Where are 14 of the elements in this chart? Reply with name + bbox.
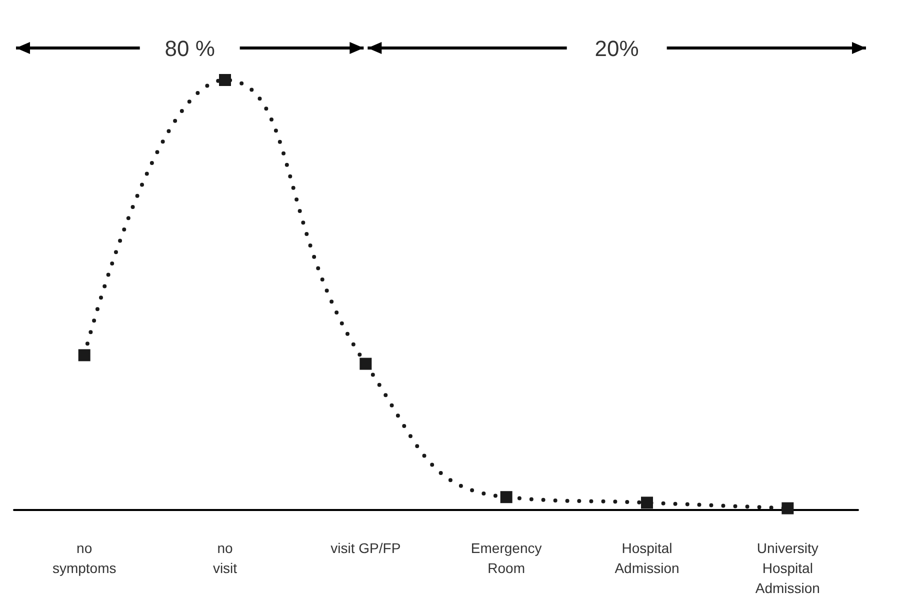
point (360, 358, 372, 370)
x-tick-label: University Hospital Admission (755, 540, 820, 596)
point (78, 349, 90, 362)
x-tick-label: no visit (212, 540, 238, 576)
text: 80 % (164, 36, 215, 61)
x-tick-label: visit GP/FP (330, 540, 401, 556)
x-tick-label: no symptoms (52, 540, 116, 576)
x-tick-label: Emergency Room (470, 540, 542, 576)
text: 20% (594, 36, 639, 61)
point (641, 496, 653, 509)
point (219, 74, 231, 86)
point (782, 502, 794, 514)
x-tick-label: Hospital Admission (614, 540, 680, 576)
point (500, 491, 512, 504)
